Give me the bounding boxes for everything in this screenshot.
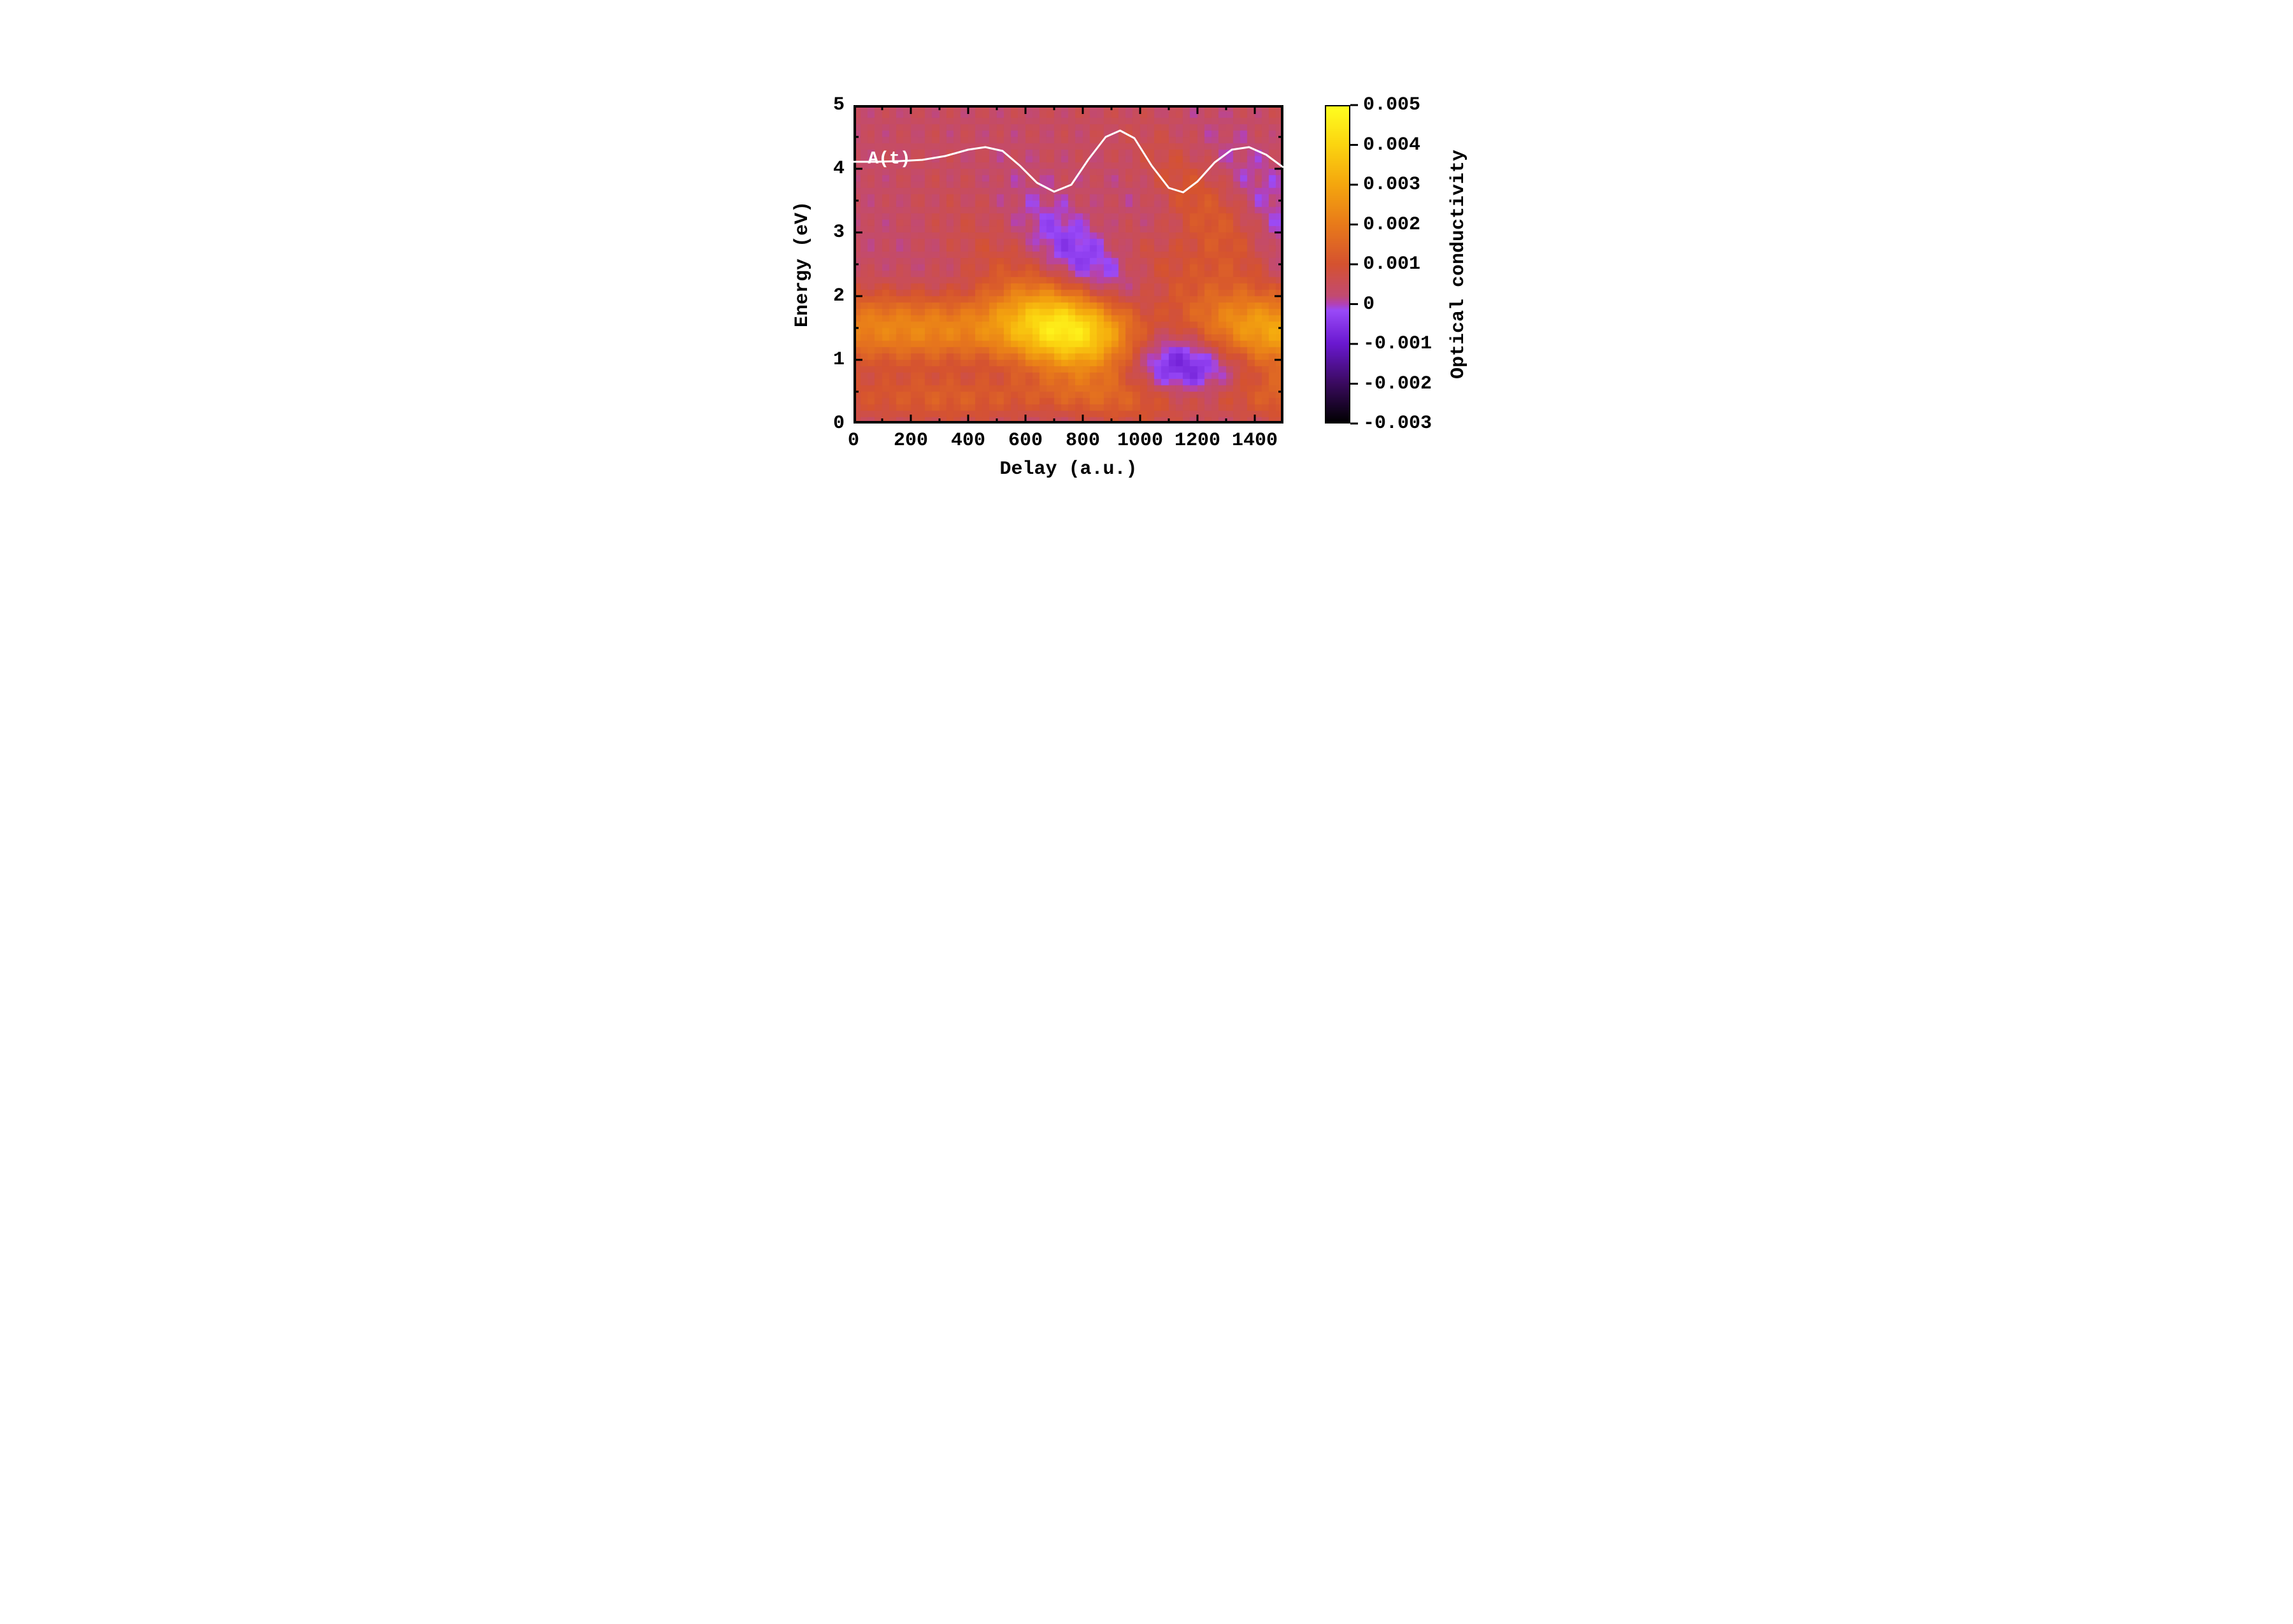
colorbar-tick-label: 0.004 [1363,134,1420,156]
figure: 0 200 400 600 800 1000 1200 1400 0 1 2 3 4 5 Delay (a.… [656,0,1637,691]
y-tick-label: 2 [833,285,845,307]
colorbar-tick-label: 0.001 [1363,253,1420,275]
x-tick-label: 800 [1066,430,1100,452]
y-tick-label: 3 [833,222,845,243]
x-tick-label: 1000 [1117,430,1163,452]
y-tick-label: 0 [833,413,845,434]
y-tick-label: 4 [833,158,845,180]
colorbar-tick-label: 0 [1363,294,1375,315]
colorbar-tick-label: 0.002 [1363,214,1420,236]
x-axis-label: Delay (a.u.) [999,459,1137,480]
colorbar-label: Optical conductivity [1448,150,1469,379]
y-axis-label: Energy (eV) [792,201,813,327]
colorbar-tick-label: 0.005 [1363,94,1420,116]
heatmap-canvas [854,105,1283,424]
x-tick-label: 200 [894,430,928,452]
colorbar-tick-label: 0.003 [1363,174,1420,196]
x-tick-label: 0 [848,430,859,452]
colorbar-tick-label: -0.002 [1363,373,1432,395]
colorbar-ticks [1325,105,1363,424]
x-tick-label: 1200 [1175,430,1220,452]
y-tick-label: 1 [833,349,845,371]
colorbar-tick-label: -0.001 [1363,333,1432,355]
x-tick-label: 600 [1008,430,1043,452]
overlay-curve-label: A(t) [868,150,911,169]
x-tick-label: 1400 [1232,430,1278,452]
heatmap-plot [854,105,1283,424]
colorbar-tick-label: -0.003 [1363,413,1432,434]
y-tick-label: 5 [833,94,845,116]
x-tick-label: 400 [951,430,985,452]
colorbar [1325,105,1350,424]
